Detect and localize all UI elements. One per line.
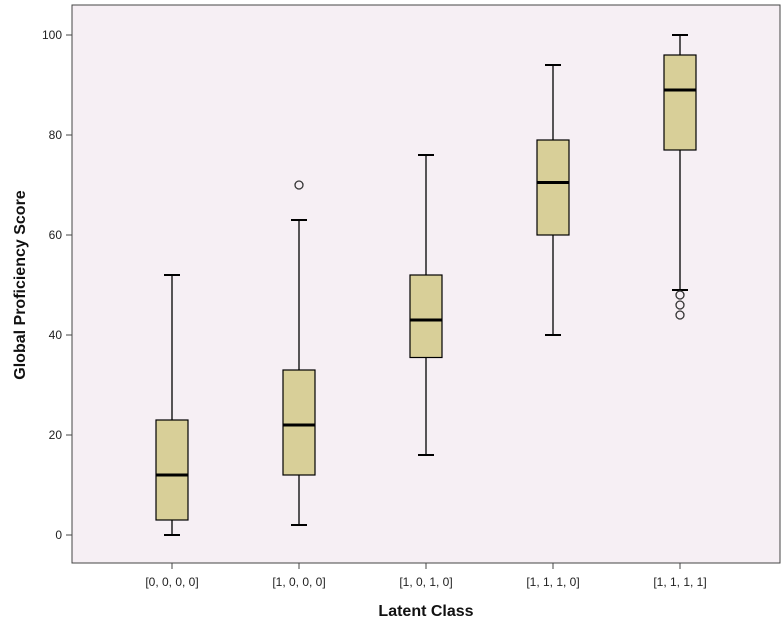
iqr-box xyxy=(155,419,189,521)
box-group xyxy=(663,34,697,320)
y-tick-label: 60 xyxy=(49,228,63,242)
x-tick-label: [1, 1, 1, 0] xyxy=(526,575,579,589)
box-group xyxy=(536,64,570,336)
box-group xyxy=(155,274,189,536)
box-group xyxy=(282,180,316,526)
x-axis-ticks: [0, 0, 0, 0] [1, 0, 0, 0] [1, 0, 1, 0] [1, … xyxy=(145,563,707,589)
x-tick-label: [0, 0, 0, 0] xyxy=(145,575,198,589)
x-tick-label: [1, 0, 1, 0] xyxy=(399,575,452,589)
outlier-point xyxy=(675,300,685,310)
y-tick-label: 20 xyxy=(49,428,63,442)
y-axis-title: Global Proficiency Score xyxy=(12,190,29,380)
box-group xyxy=(409,154,443,456)
x-tick-label: [1, 1, 1, 1] xyxy=(653,575,706,589)
iqr-box xyxy=(536,139,570,236)
outlier-point xyxy=(675,290,685,300)
y-tick-label: 0 xyxy=(55,528,62,542)
x-axis-title: Latent Class xyxy=(378,603,473,620)
outlier-point xyxy=(675,310,685,320)
y-tick-label: 40 xyxy=(49,328,63,342)
y-tick-label: 80 xyxy=(49,128,63,142)
y-axis-ticks: 0 20 40 60 80 100 xyxy=(42,28,72,542)
x-tick-label: [1, 0, 0, 0] xyxy=(272,575,325,589)
box-series xyxy=(155,34,697,536)
iqr-box xyxy=(663,54,697,151)
iqr-box xyxy=(409,274,443,359)
y-tick-label: 100 xyxy=(42,28,62,42)
iqr-box xyxy=(282,369,316,476)
outlier-point xyxy=(294,180,304,190)
